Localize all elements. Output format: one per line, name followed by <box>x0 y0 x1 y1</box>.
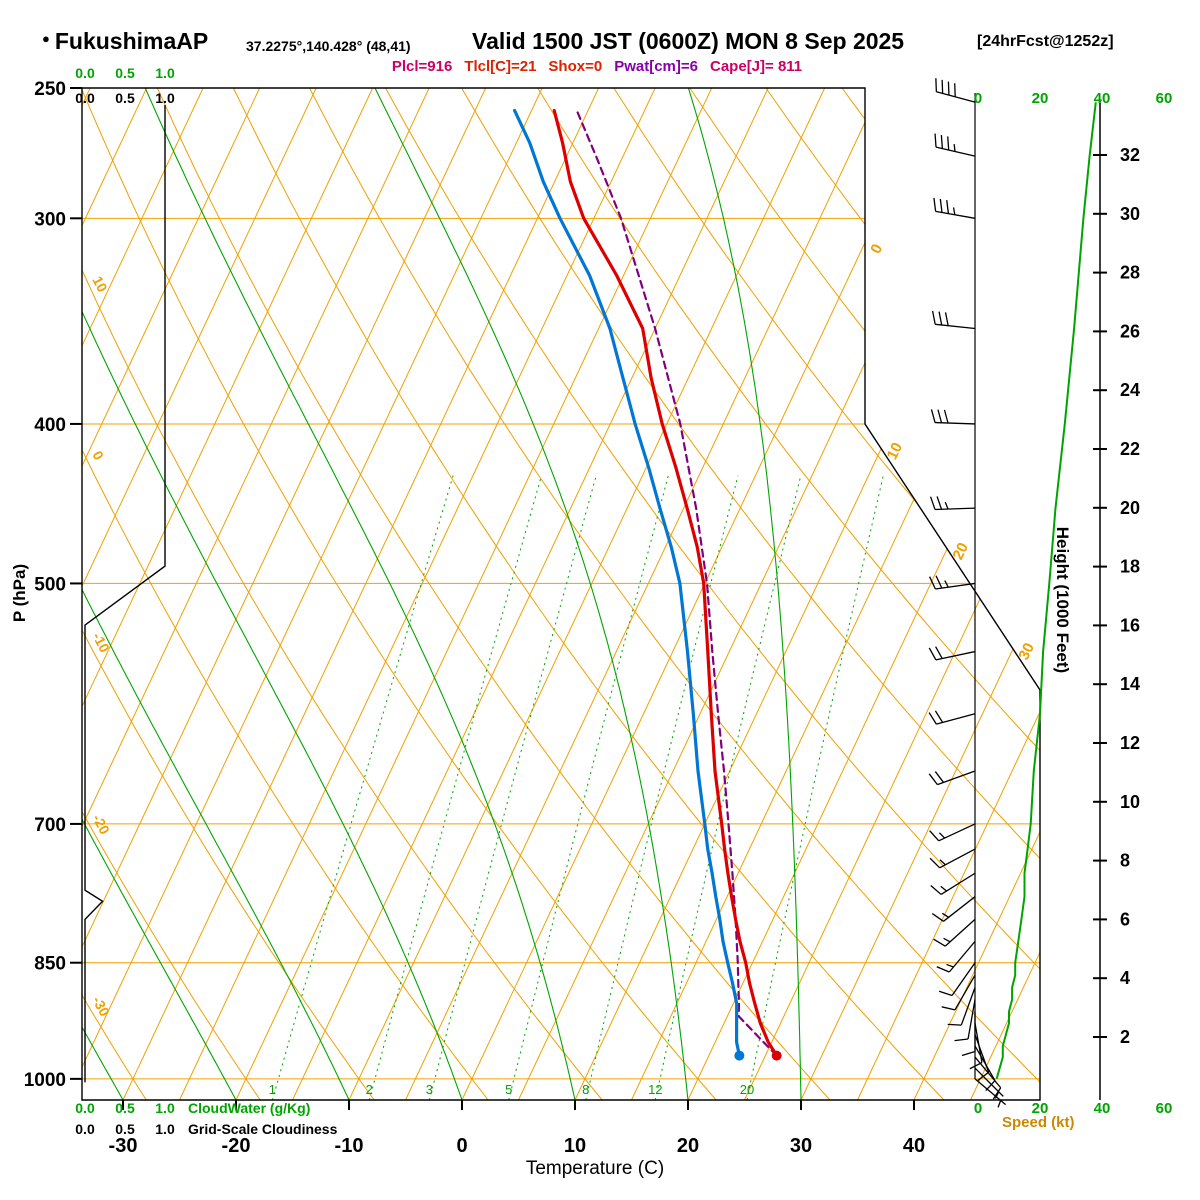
svg-text:32: 32 <box>1120 145 1140 165</box>
svg-text:0.5: 0.5 <box>115 90 135 106</box>
temp-axis-label: Temperature (C) <box>525 1158 665 1179</box>
svg-text:2: 2 <box>1120 1027 1130 1047</box>
svg-text:0: 0 <box>867 241 886 256</box>
svg-text:1.0: 1.0 <box>155 90 175 106</box>
svg-text:26: 26 <box>1120 321 1140 341</box>
svg-text:40: 40 <box>1094 90 1111 107</box>
svg-text:300: 300 <box>34 209 66 230</box>
svg-text:400: 400 <box>34 415 66 436</box>
svg-text:850: 850 <box>34 954 66 975</box>
stats-line: Plcl=916 Tlcl[C]=21 Shox=0 Pwat[cm]=6 Cape[J… <box>386 58 808 76</box>
svg-text:-20: -20 <box>222 1135 251 1157</box>
svg-text:2: 2 <box>366 1082 373 1097</box>
svg-text:3: 3 <box>426 1082 433 1097</box>
svg-text:0: 0 <box>974 90 982 107</box>
svg-text:1: 1 <box>269 1082 276 1097</box>
svg-text:500: 500 <box>34 574 66 595</box>
svg-text:12: 12 <box>648 1082 662 1097</box>
pressure-axis-label: P (hPa) <box>10 563 29 623</box>
svg-text:30: 30 <box>790 1135 812 1157</box>
svg-text:0.5: 0.5 <box>115 65 135 81</box>
svg-text:10: 10 <box>1120 792 1140 812</box>
svg-text:12: 12 <box>1120 733 1140 753</box>
svg-text:0.0: 0.0 <box>75 65 95 81</box>
svg-text:4: 4 <box>1120 968 1130 988</box>
svg-text:20: 20 <box>1032 1100 1049 1117</box>
svg-text:5: 5 <box>505 1082 512 1097</box>
height-axis-label: Height (1000 Feet) <box>1053 526 1072 674</box>
svg-text:-30: -30 <box>109 1135 138 1157</box>
svg-text:-10: -10 <box>335 1135 364 1157</box>
svg-text:28: 28 <box>1120 263 1140 283</box>
svg-text:20: 20 <box>1032 90 1049 107</box>
speed-legend: Speed (kt) <box>1002 1114 1075 1131</box>
svg-text:0: 0 <box>89 448 107 463</box>
svg-text:-20: -20 <box>89 812 113 838</box>
station-name: FukushimaAP <box>54 28 209 54</box>
forecast-tag: [24hrFcst@1252z] <box>977 33 1114 50</box>
svg-text:30: 30 <box>1015 640 1038 662</box>
cloudwater-legend: CloudWater (g/Kg) <box>188 1100 311 1116</box>
svg-text:20: 20 <box>677 1135 699 1157</box>
svg-text:8: 8 <box>1120 851 1130 871</box>
svg-text:22: 22 <box>1120 439 1140 459</box>
svg-text:1.0: 1.0 <box>155 1121 175 1137</box>
svg-text:14: 14 <box>1120 674 1140 694</box>
svg-text:40: 40 <box>1094 1100 1111 1117</box>
svg-text:60: 60 <box>1156 1100 1173 1117</box>
svg-text:250: 250 <box>34 79 66 100</box>
svg-text:0.5: 0.5 <box>115 1100 135 1116</box>
svg-text:1.0: 1.0 <box>155 65 175 81</box>
cloudiness-legend: Grid-Scale Cloudiness <box>188 1121 338 1137</box>
stat-segment: Plcl=916 <box>391 58 453 75</box>
stat-segment: Shox=0 <box>548 58 603 75</box>
svg-text:0.0: 0.0 <box>75 90 95 106</box>
svg-text:0: 0 <box>456 1135 467 1157</box>
stat-segment: Pwat[cm]=6 <box>614 58 699 75</box>
svg-text:20: 20 <box>740 1082 754 1097</box>
svg-text:16: 16 <box>1120 615 1140 635</box>
svg-text:30: 30 <box>1120 204 1140 224</box>
svg-text:10: 10 <box>884 440 907 462</box>
svg-text:10: 10 <box>89 273 111 294</box>
svg-text:700: 700 <box>34 815 66 836</box>
svg-text:18: 18 <box>1120 557 1140 577</box>
svg-text:40: 40 <box>903 1135 925 1157</box>
stat-segment: Tlcl[C]=21 <box>464 58 537 75</box>
svg-text:60: 60 <box>1156 90 1173 107</box>
svg-text:0.5: 0.5 <box>115 1121 135 1137</box>
svg-text:6: 6 <box>1120 909 1130 929</box>
svg-text:10: 10 <box>564 1135 586 1157</box>
stat-segment: Cape[J]= 811 <box>710 58 803 75</box>
station-coords: 37.2275°,140.428° (48,41) <box>246 38 411 54</box>
svg-text:20: 20 <box>1120 498 1140 518</box>
svg-text:24: 24 <box>1120 380 1140 400</box>
svg-text:8: 8 <box>582 1082 589 1097</box>
station-bullet: ● <box>42 31 50 46</box>
svg-text:1000: 1000 <box>24 1070 66 1091</box>
valid-title: Valid 1500 JST (0600Z) MON 8 Sep 2025 <box>472 28 905 54</box>
svg-text:1.0: 1.0 <box>155 1100 175 1116</box>
svg-text:-30: -30 <box>89 993 113 1019</box>
svg-text:0: 0 <box>974 1100 982 1117</box>
station-title: ● FukushimaAP <box>42 28 208 55</box>
svg-text:20: 20 <box>949 540 972 562</box>
svg-text:0.0: 0.0 <box>75 1121 95 1137</box>
svg-text:0.0: 0.0 <box>75 1100 95 1116</box>
